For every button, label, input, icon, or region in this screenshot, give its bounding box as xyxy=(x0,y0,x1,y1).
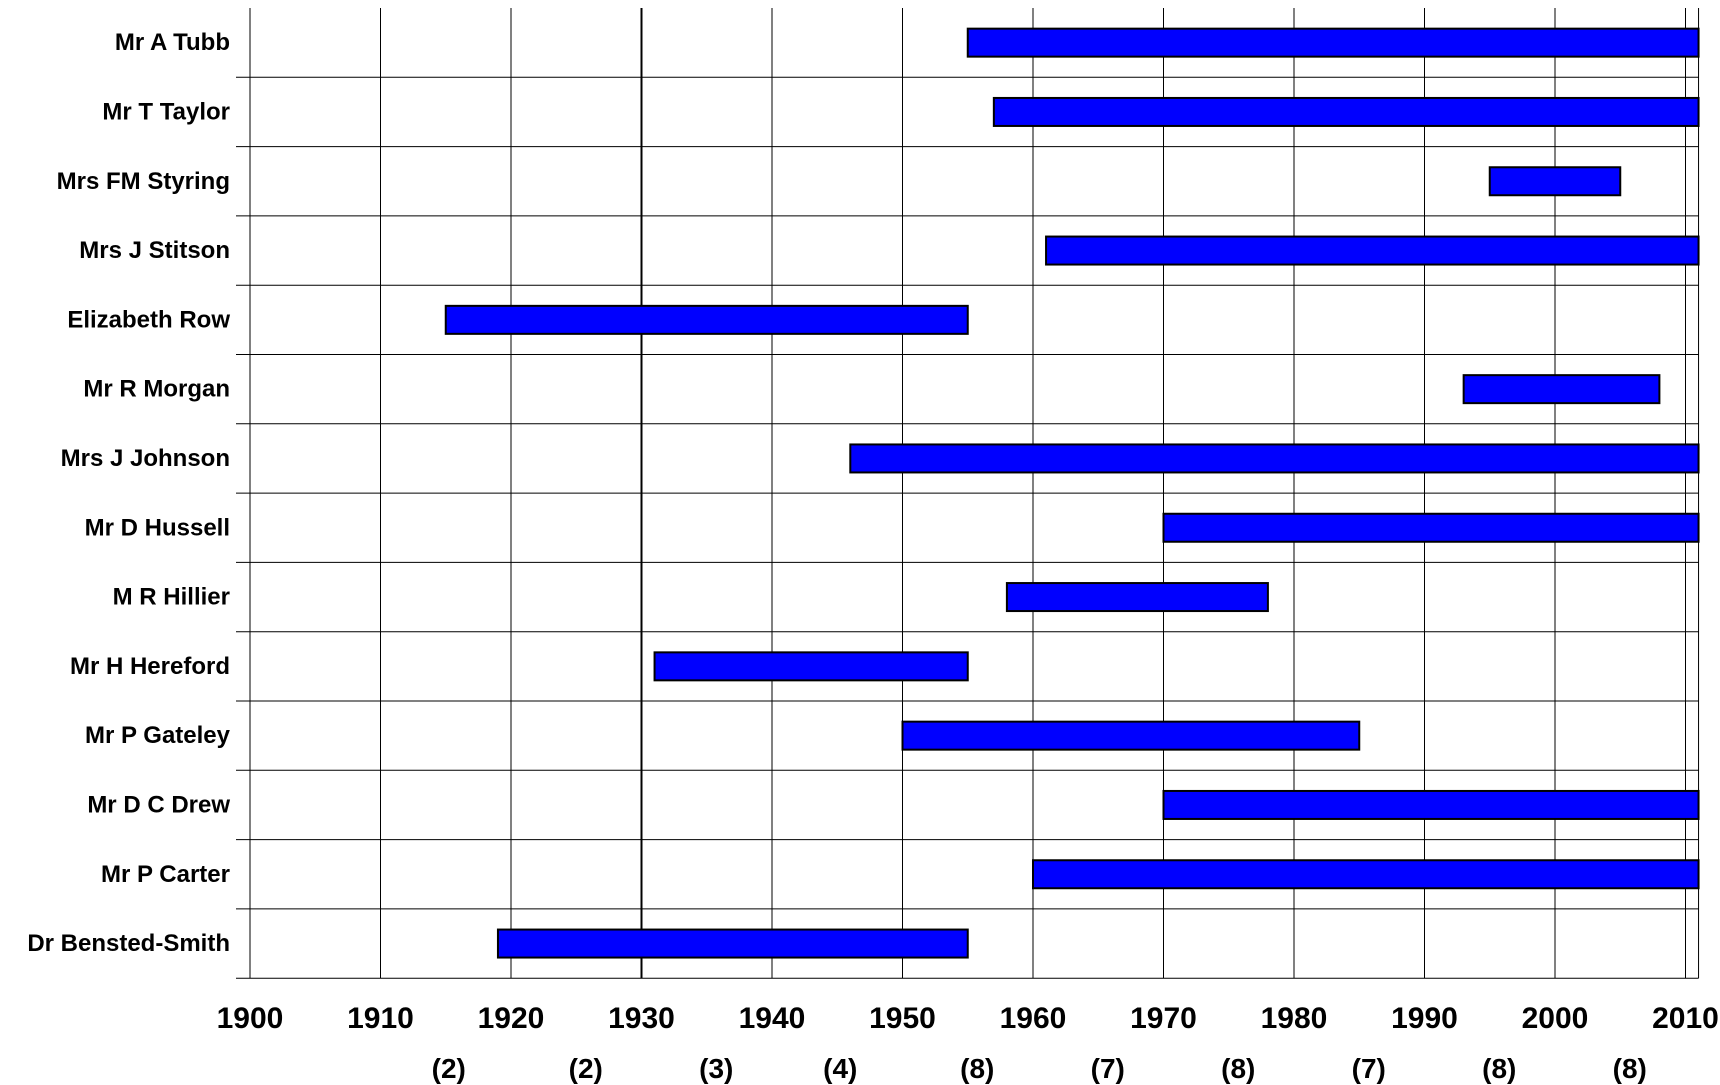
person-label: Mr D C Drew xyxy=(87,791,230,818)
tenure-bar xyxy=(1005,582,1269,613)
tenure-bar xyxy=(1045,235,1700,266)
x-tick-label: 2000 xyxy=(1522,1002,1589,1035)
period-count-label: (7) xyxy=(1352,1053,1386,1084)
person-label: Mr T Taylor xyxy=(102,98,230,125)
x-tick-label: 1920 xyxy=(478,1002,545,1035)
period-count-label: (8) xyxy=(1613,1053,1647,1084)
x-tick-label: 1990 xyxy=(1391,1002,1458,1035)
person-label: Mr P Carter xyxy=(101,861,230,888)
person-label: Mrs J Johnson xyxy=(61,445,230,472)
x-tick-label: 1960 xyxy=(1000,1002,1067,1035)
person-label: Mr P Gateley xyxy=(85,722,231,749)
x-tick-label: 1950 xyxy=(869,1002,936,1035)
tenure-bar xyxy=(966,27,1700,58)
tenure-bar xyxy=(1462,374,1661,405)
person-label: Dr Bensted-Smith xyxy=(27,930,230,957)
x-tick-label: 1930 xyxy=(608,1002,675,1035)
person-label: Mr H Hereford xyxy=(70,653,230,680)
person-label: Elizabeth Row xyxy=(67,306,230,333)
period-count-label: (2) xyxy=(569,1053,603,1084)
person-label: Mr A Tubb xyxy=(115,29,230,56)
x-tick-label: 1910 xyxy=(347,1002,414,1035)
person-label: Mrs FM Styring xyxy=(57,168,230,195)
person-label: Mr D Hussell xyxy=(85,514,230,541)
period-count-label: (3) xyxy=(699,1053,733,1084)
x-tick-label: 1900 xyxy=(217,1002,284,1035)
person-label: Mrs J Stitson xyxy=(79,237,230,264)
tenure-bar xyxy=(1032,859,1700,890)
period-count-label: (7) xyxy=(1091,1053,1125,1084)
tenure-bar xyxy=(901,720,1361,751)
tenure-bars xyxy=(444,27,1700,959)
x-tick-label: 1940 xyxy=(739,1002,806,1035)
x-axis-tick-labels: 1900 1910 1920 1930 1940 1950 1960 1970 1980 1990… xyxy=(217,1002,1719,1035)
person-label: M R Hillier xyxy=(113,584,230,611)
tenure-bar xyxy=(444,304,969,335)
period-count-label: (8) xyxy=(1482,1053,1516,1084)
person-labels: Mr A Tubb Mr T Taylor Mrs FM Styring Mrs J … xyxy=(27,29,230,957)
period-count-label: (8) xyxy=(960,1053,994,1084)
period-count-label: (4) xyxy=(823,1053,857,1084)
tenure-bar xyxy=(1162,789,1700,820)
x-tick-label: 1970 xyxy=(1130,1002,1197,1035)
tenure-bar xyxy=(849,443,1700,474)
person-label: Mr R Morgan xyxy=(83,376,230,403)
tenure-bar xyxy=(992,96,1700,127)
period-count-labels: (2) (2) (3) (4) (8) (7) (8) (7) (8) (8) xyxy=(432,1053,1647,1084)
x-tick-label: 2010 xyxy=(1652,1002,1719,1035)
period-count-label: (2) xyxy=(432,1053,466,1084)
tenure-bar xyxy=(1162,512,1700,543)
x-tick-label: 1980 xyxy=(1261,1002,1328,1035)
tenure-bar xyxy=(653,651,969,682)
tenure-bar xyxy=(496,928,969,959)
period-count-label: (8) xyxy=(1221,1053,1255,1084)
row-separators xyxy=(236,76,1699,979)
tenure-bar xyxy=(1488,166,1622,197)
